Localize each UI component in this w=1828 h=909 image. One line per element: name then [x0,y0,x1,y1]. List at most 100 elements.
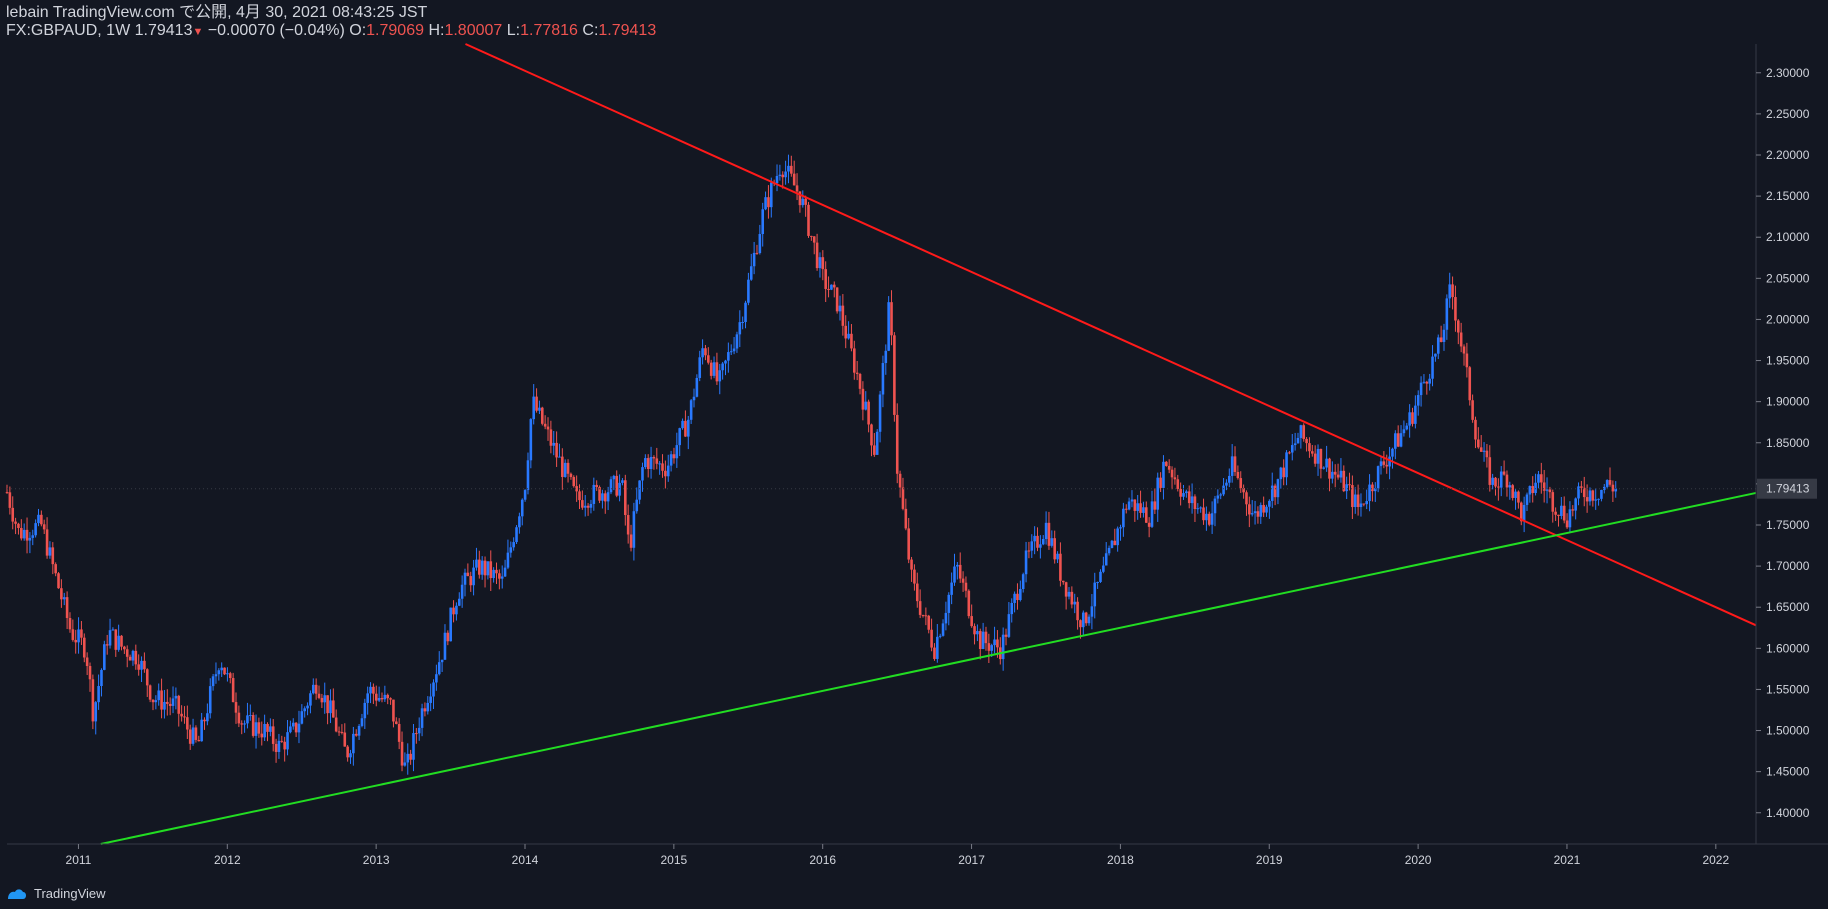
candle-body [131,650,135,661]
candle-body [1270,485,1274,501]
candle-body [208,686,212,714]
candle-body [1588,490,1592,502]
candle-body [732,348,736,352]
candle-body [234,702,238,713]
candle-body [88,666,92,680]
candle-body [1597,498,1600,500]
y-tick-label: 2.30000 [1766,66,1810,80]
candle-body [1013,593,1016,603]
candle-body [1359,503,1363,508]
candle-body [297,723,301,733]
candle-body [1545,489,1549,491]
candle-body [1059,553,1062,581]
candle-body [1580,486,1583,488]
candle-body [1104,553,1108,566]
candle-body [228,673,232,679]
candle-body [558,456,561,458]
candle-body [652,456,656,459]
candle-body [1479,447,1483,452]
candle-body [240,723,244,725]
candle-body [437,662,441,675]
candle-body [1259,505,1263,517]
candle-body [990,645,994,651]
symbol-label[interactable]: FX:GBPAUD, 1W [6,22,131,39]
candle-body [1248,504,1251,515]
candle-body [927,615,931,630]
candle-body [1156,477,1160,510]
candle-body [486,561,490,576]
candle-body [1602,486,1606,490]
candle-body [1348,484,1351,486]
candle-body [672,454,676,459]
candle-body [798,191,802,206]
x-tick-label: 2017 [958,853,985,867]
y-tick-label: 1.60000 [1766,641,1810,655]
y-tick-label: 1.85000 [1766,436,1810,450]
candle-body [423,708,427,712]
candle-body [103,644,106,670]
support-trendline[interactable] [100,491,1757,845]
candle-body [1122,508,1125,528]
candle-body [1245,492,1248,505]
candle-body [57,573,60,589]
candle-body [289,726,292,733]
candle-body [1147,522,1151,527]
candle-body [1311,451,1314,454]
y-tick-label: 1.95000 [1766,354,1810,368]
candle-body [506,552,510,568]
plot-area[interactable] [7,44,1757,844]
candle-body [744,302,747,322]
candle-body [1187,491,1191,504]
candle-body [171,698,175,706]
candle-body [861,388,865,410]
candle-body [812,236,816,243]
candle-body [105,644,109,646]
x-axis[interactable]: 2011 2012 2013 2014 2015 2016 2017 2018 2019 2020… [66,844,1730,867]
candle-body [747,279,750,303]
candle-body [214,674,218,677]
candle-body [675,445,679,459]
candle-body [870,424,873,446]
candle-body [956,564,959,567]
candle-body [626,515,630,535]
y-axis[interactable]: 2.30000 2.25000 2.20000 2.15000 2.10000 2.050… [7,66,1817,820]
candle-body [1371,484,1374,492]
candle-body [1477,439,1480,448]
high-label: H: [428,22,445,39]
candle-body [1233,456,1237,472]
trendlines-layer[interactable] [100,43,1757,845]
candle-body [1368,484,1371,502]
candle-body [646,458,650,470]
candle-body [231,678,235,703]
low-label: L: [506,22,521,39]
candle-body [145,669,149,686]
candle-body [875,431,879,455]
candle-body [271,726,275,744]
candle-body [913,569,916,584]
candle-body [5,492,9,494]
candle-body [1119,527,1122,529]
candle-body [1190,496,1194,504]
candle-body [701,348,704,358]
candle-body [881,363,885,395]
candle-body [334,717,338,732]
candle-body [1485,450,1489,458]
resistance-trendline[interactable] [465,43,1757,627]
candle-body [1439,337,1443,342]
candle-body [1399,433,1403,447]
candle-body [1056,553,1059,560]
y-tick-label: 1.90000 [1766,395,1810,409]
candle-body [1127,501,1131,510]
candle-body [174,695,178,699]
candle-body [22,529,26,539]
footer[interactable]: TradingView [6,886,106,901]
candle-body [1411,412,1414,424]
candle-body [1090,606,1094,617]
tradingview-brand[interactable]: TradingView [34,886,106,901]
candle-body [810,235,813,237]
candle-body [769,182,773,208]
candle-body [426,702,430,712]
candle-body [578,491,581,501]
candle-body [629,534,633,548]
